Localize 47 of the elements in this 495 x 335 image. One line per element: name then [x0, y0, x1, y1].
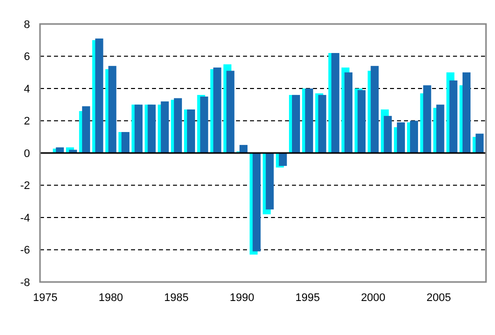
x-tick-label: 1980 [98, 292, 124, 304]
y-tick-label: -4 [20, 212, 30, 224]
x-tick-label: 2005 [426, 292, 452, 304]
y-tick-label: 2 [24, 116, 30, 128]
bar [462, 72, 471, 153]
bar [396, 122, 405, 153]
bar [370, 66, 379, 153]
bar [121, 132, 130, 153]
y-tick-label: 4 [24, 83, 30, 96]
y-tick-label: -2 [20, 180, 30, 192]
bar [318, 94, 326, 153]
bar [82, 106, 90, 153]
bar [160, 101, 169, 153]
bar [305, 88, 314, 153]
bar [476, 134, 484, 153]
x-tick-label: 2000 [360, 292, 386, 304]
x-tick-label: 1985 [164, 292, 189, 304]
y-tick-label: -6 [20, 244, 30, 257]
bar [226, 70, 234, 153]
bar [278, 153, 287, 166]
y-tick-label: 6 [24, 51, 30, 64]
bar [108, 66, 116, 153]
bar [148, 104, 156, 153]
bar [240, 144, 248, 153]
bar [266, 153, 274, 210]
bar [95, 38, 104, 153]
bar [187, 109, 196, 153]
bar [174, 98, 182, 153]
x-tick-label: 1975 [33, 292, 58, 304]
bar [384, 116, 392, 153]
bar [200, 96, 208, 153]
y-tick-label: 8 [24, 18, 30, 31]
bar [436, 104, 444, 153]
bar [331, 53, 340, 153]
bar [292, 94, 300, 153]
bar [252, 153, 261, 252]
bar [134, 104, 143, 153]
bar [423, 85, 432, 153]
bar [410, 120, 418, 153]
y-tick-label: 0 [24, 148, 30, 160]
bar [213, 68, 222, 153]
x-tick-label: 1990 [230, 292, 254, 304]
bar [449, 80, 458, 153]
bar [358, 90, 366, 153]
bar [344, 72, 352, 153]
y-tick-label: -8 [20, 276, 30, 289]
x-tick-label: 1995 [295, 292, 320, 304]
